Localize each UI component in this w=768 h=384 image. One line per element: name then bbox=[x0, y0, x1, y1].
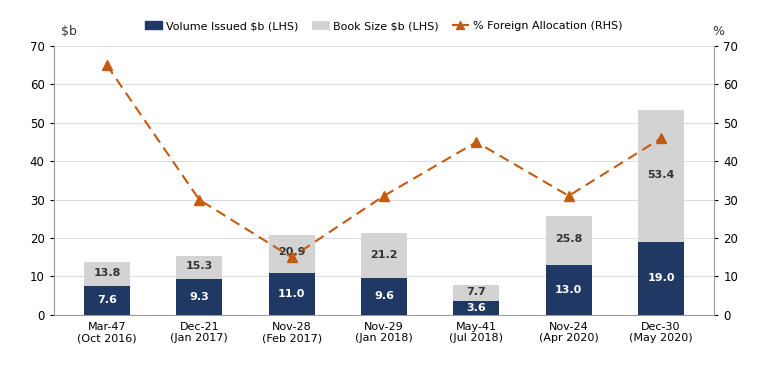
Bar bbox=[176, 279, 223, 315]
Bar bbox=[176, 256, 223, 315]
Text: 13.8: 13.8 bbox=[93, 268, 121, 278]
Bar bbox=[84, 262, 130, 315]
Bar bbox=[545, 216, 592, 315]
Text: 11.0: 11.0 bbox=[278, 289, 306, 299]
% Foreign Allocation (RHS) bbox=[472, 140, 481, 144]
Bar bbox=[269, 235, 315, 315]
% Foreign Allocation (RHS) bbox=[194, 197, 204, 202]
Text: 15.3: 15.3 bbox=[186, 262, 213, 271]
Bar bbox=[269, 273, 315, 315]
Text: 9.6: 9.6 bbox=[374, 291, 394, 301]
Bar bbox=[638, 242, 684, 315]
% Foreign Allocation (RHS) bbox=[379, 194, 389, 198]
Bar bbox=[361, 278, 407, 315]
Legend: Volume Issued $b (LHS), Book Size $b (LHS), % Foreign Allocation (RHS): Volume Issued $b (LHS), Book Size $b (LH… bbox=[141, 17, 627, 36]
Text: $b: $b bbox=[61, 25, 77, 38]
Text: 7.6: 7.6 bbox=[97, 295, 117, 305]
Bar bbox=[84, 286, 130, 315]
% Foreign Allocation (RHS) bbox=[657, 136, 666, 141]
Bar bbox=[453, 285, 499, 315]
Bar bbox=[638, 110, 684, 315]
Text: 21.2: 21.2 bbox=[370, 250, 398, 260]
% Foreign Allocation (RHS) bbox=[564, 194, 574, 198]
% Foreign Allocation (RHS) bbox=[287, 255, 296, 260]
Text: 13.0: 13.0 bbox=[555, 285, 582, 295]
Text: 3.6: 3.6 bbox=[466, 303, 486, 313]
Text: %: % bbox=[712, 25, 724, 38]
Bar bbox=[545, 265, 592, 315]
Text: 9.3: 9.3 bbox=[190, 292, 209, 302]
Text: 53.4: 53.4 bbox=[647, 170, 675, 180]
Text: 7.7: 7.7 bbox=[466, 287, 486, 297]
Bar bbox=[453, 301, 499, 315]
Bar bbox=[361, 233, 407, 315]
Text: 25.8: 25.8 bbox=[555, 234, 582, 244]
% Foreign Allocation (RHS) bbox=[102, 63, 111, 68]
Line: % Foreign Allocation (RHS): % Foreign Allocation (RHS) bbox=[102, 60, 666, 262]
Text: 19.0: 19.0 bbox=[647, 273, 675, 283]
Text: 20.9: 20.9 bbox=[278, 247, 306, 258]
